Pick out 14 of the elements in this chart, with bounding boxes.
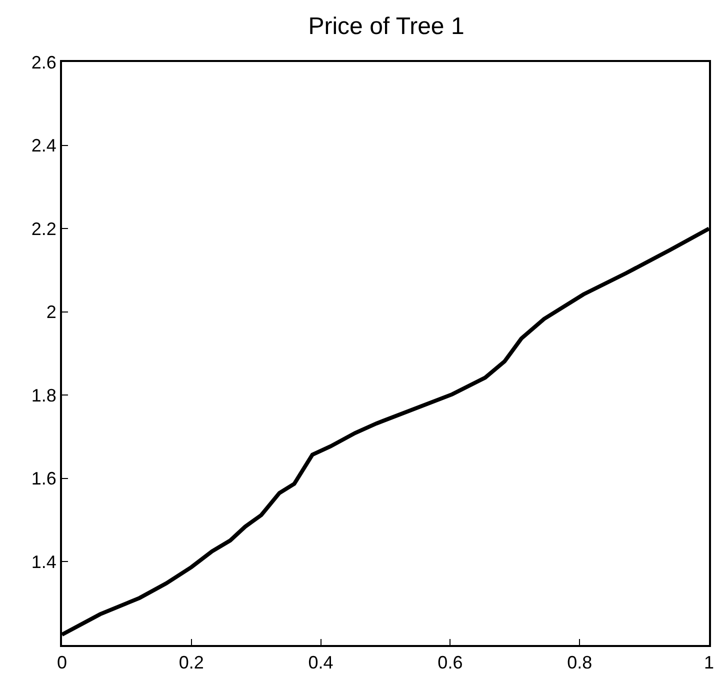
y-tick-label: 1.4 bbox=[31, 552, 56, 572]
y-tick-label: 1.8 bbox=[31, 385, 56, 406]
y-tick-label: 2.2 bbox=[31, 218, 56, 239]
x-tick-label: 1 bbox=[704, 652, 714, 673]
y-tick-label: 2 bbox=[46, 302, 56, 322]
x-tick-label: 0.4 bbox=[308, 652, 334, 673]
x-tick-label: 0 bbox=[56, 652, 68, 673]
x-tick-label: 0.8 bbox=[567, 652, 592, 673]
x-tick-label: 0.2 bbox=[178, 652, 204, 673]
x-tick-label: 0.6 bbox=[438, 652, 463, 673]
y-tick-label: 2.4 bbox=[31, 136, 56, 156]
y-tick-label: 2.6 bbox=[31, 52, 56, 72]
chart-title: Price of Tree 1 bbox=[308, 12, 464, 40]
y-tick-label: 1.6 bbox=[31, 468, 56, 489]
